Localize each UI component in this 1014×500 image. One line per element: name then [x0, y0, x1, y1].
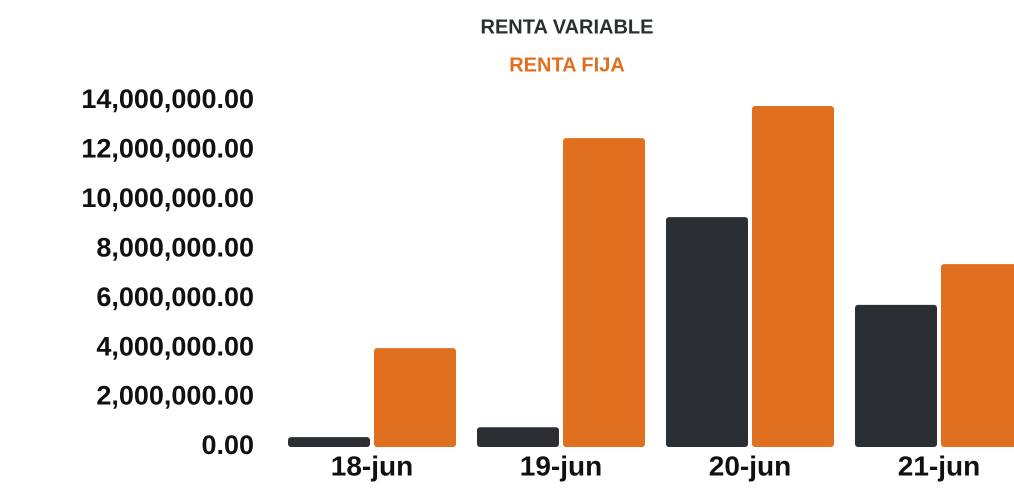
y-tick-label: 0.00: [201, 430, 254, 460]
bar: [477, 427, 559, 447]
bar: [666, 217, 748, 447]
y-tick-label: 12,000,000.00: [81, 134, 254, 164]
y-tick-label: 6,000,000.00: [96, 282, 254, 312]
x-tick-label: 18-jun: [331, 450, 413, 481]
bar: [374, 348, 456, 447]
bar: [288, 437, 370, 447]
y-tick-label: 4,000,000.00: [96, 331, 254, 361]
y-tick-label: 8,000,000.00: [96, 232, 254, 262]
x-tick-label: 19-jun: [520, 450, 602, 481]
x-tick-label: 21-jun: [898, 450, 980, 481]
bar: [752, 105, 834, 447]
bar: [855, 304, 937, 447]
y-tick-label: 10,000,000.00: [81, 183, 254, 213]
legend-entry: RENTA VARIABLE: [481, 16, 654, 38]
y-tick-label: 14,000,000.00: [81, 84, 254, 114]
bar: [941, 264, 1014, 447]
y-tick-label: 2,000,000.00: [96, 381, 254, 411]
legend-entry: RENTA FIJA: [509, 54, 625, 76]
bar: [563, 138, 645, 448]
x-tick-label: 20-jun: [709, 450, 791, 481]
